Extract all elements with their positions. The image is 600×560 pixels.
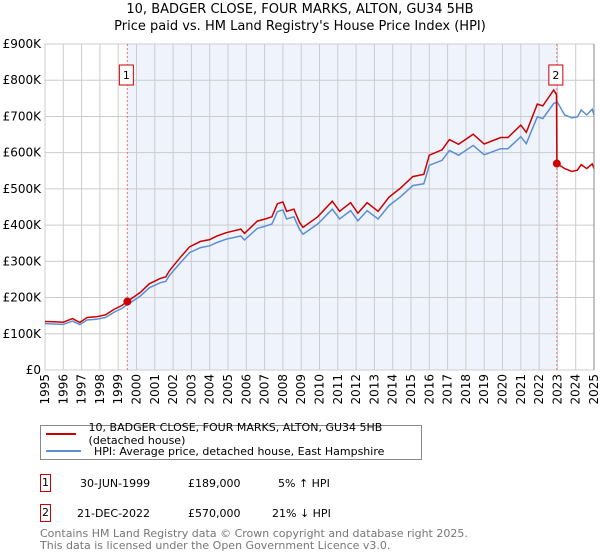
sale-marker-2: 2 — [40, 504, 51, 522]
footer: Contains HM Land Registry data © Crown c… — [40, 528, 468, 552]
x-tick-label: 2011 — [331, 374, 345, 405]
x-tick-label: 2004 — [203, 374, 217, 405]
x-tick-label: 2010 — [313, 374, 327, 405]
y-tick-label: £300K — [3, 254, 43, 268]
legend-label-hpi: HPI: Average price, detached house, East… — [94, 444, 385, 458]
sale-label-box — [118, 64, 134, 86]
sale-row-1: 1 30-JUN-1999 £189,000 5% ↑ HPI — [40, 474, 440, 494]
x-tick-label: 2021 — [514, 374, 528, 405]
x-tick-label: 2015 — [404, 374, 418, 405]
x-tick-label: 2000 — [130, 374, 144, 405]
sale-label: 1 — [123, 69, 130, 82]
x-tick-label: 2018 — [459, 374, 473, 405]
red-line-swatch — [46, 433, 76, 435]
sale-row-2: 2 21-DEC-2022 £570,000 21% ↓ HPI — [40, 504, 440, 524]
x-tick-label: 2005 — [221, 374, 235, 405]
y-tick-label: £400K — [3, 218, 43, 232]
legend: 10, BADGER CLOSE, FOUR MARKS, ALTON, GU3… — [40, 421, 422, 460]
legend-item-property: 10, BADGER CLOSE, FOUR MARKS, ALTON, GU3… — [41, 421, 421, 447]
x-tick-label: 2014 — [386, 374, 400, 405]
y-tick-label: £800K — [3, 73, 43, 87]
x-tick-label: 2013 — [367, 374, 381, 405]
blue-line-swatch — [46, 450, 81, 452]
y-tick-label: £500K — [3, 182, 43, 196]
x-tick-label: 2020 — [496, 374, 510, 405]
chart-title: 10, BADGER CLOSE, FOUR MARKS, ALTON, GU3… — [126, 2, 474, 17]
x-tick-label: 2006 — [239, 374, 253, 405]
x-tick-label: 2016 — [422, 374, 436, 405]
x-tick-label: 1997 — [75, 374, 89, 405]
x-tick-label: 2023 — [550, 374, 564, 405]
sale-date: 30-JUN-1999 — [80, 477, 151, 490]
series-line — [44, 88, 595, 324]
sale-price: £189,000 — [188, 477, 241, 490]
sale-date: 21-DEC-2022 — [77, 507, 151, 520]
x-tick-label: 2003 — [184, 374, 198, 405]
x-tick-label: 2025 — [587, 374, 600, 405]
y-tick-label: £0 — [26, 363, 41, 377]
series-line — [44, 101, 595, 326]
price-chart: 1995 1996 1997 1998 1999 2000 2001 2002 2003 2004… — [3, 37, 600, 405]
y-tick-label: £900K — [3, 37, 43, 51]
x-tick-label: 2009 — [294, 374, 308, 405]
sale-label-box — [548, 64, 564, 86]
x-tick-label: 2008 — [276, 374, 290, 405]
y-tick-label: £100K — [3, 327, 43, 341]
sale-marker-1: 1 — [40, 474, 51, 492]
sale-label: 2 — [552, 69, 559, 82]
x-tick-label: 2007 — [258, 374, 272, 405]
sale-point — [123, 297, 132, 306]
sale-point — [552, 159, 561, 168]
ownership-period-shading — [127, 44, 557, 370]
sale-hpi: 21% ↓ HPI — [272, 507, 331, 520]
x-tick-label: 2019 — [477, 374, 491, 405]
legend-item-hpi: HPI: Average price, detached house, East… — [41, 443, 384, 459]
sale-hpi: 5% ↑ HPI — [278, 477, 330, 490]
y-tick-label: £600K — [3, 146, 43, 160]
footer-line-1: Contains HM Land Registry data © Crown c… — [40, 527, 468, 540]
x-tick-label: 1999 — [111, 374, 125, 405]
x-tick-label: 2012 — [349, 374, 363, 405]
chart-subtitle: Price paid vs. HM Land Registry's House … — [114, 19, 486, 34]
y-tick-label: £700K — [3, 109, 43, 123]
footer-line-2: This data is licensed under the Open Gov… — [40, 539, 391, 552]
y-tick-label: £200K — [3, 291, 43, 305]
sale-price: £570,000 — [188, 507, 241, 520]
x-tick-label: 2022 — [532, 374, 546, 405]
x-tick-label: 1996 — [56, 374, 70, 405]
x-tick-label: 2024 — [569, 374, 583, 405]
x-tick-label: 1995 — [38, 374, 52, 405]
x-tick-label: 2002 — [166, 374, 180, 405]
x-tick-label: 1998 — [93, 374, 107, 405]
x-tick-label: 2017 — [441, 374, 455, 405]
legend-label-property: 10, BADGER CLOSE, FOUR MARKS, ALTON, GU3… — [88, 421, 383, 447]
x-tick-label: 2001 — [148, 374, 162, 405]
